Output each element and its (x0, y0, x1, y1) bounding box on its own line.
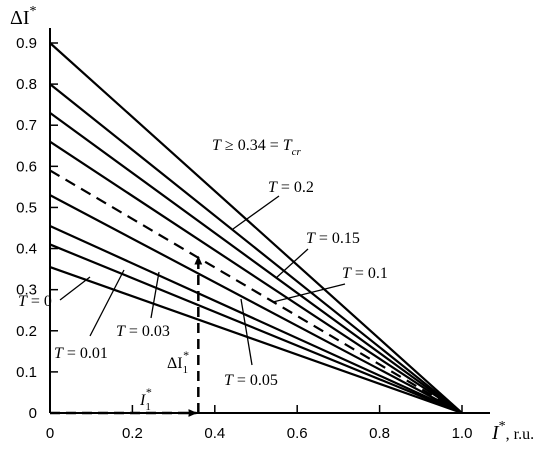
label-leader-line (232, 195, 280, 230)
series-label-var: T (212, 137, 222, 154)
i1-label-sup: * (146, 385, 152, 399)
x-tick-label: 1.0 (452, 425, 473, 442)
series-label: T = 0.2 (268, 179, 314, 196)
label-leader-line (275, 248, 309, 279)
series-label-var: T (268, 179, 278, 196)
label-leader-line (89, 269, 125, 337)
y-axis-label-sup: * (30, 4, 37, 19)
label-leader-line (272, 283, 346, 303)
series-label-text: = 0.01 (63, 345, 108, 362)
series-line (49, 83, 463, 414)
series-label-var: T (306, 230, 316, 247)
x-axis-label-unit: , r.u. (506, 426, 534, 443)
y-tick-label: 0.1 (16, 364, 37, 381)
series-label-var: T (116, 323, 126, 340)
y-tick-label: 0.8 (16, 76, 37, 93)
series-label-var2: T (283, 137, 293, 154)
series-label-text: = 0.1 (351, 265, 388, 282)
y-tick-label: 0.9 (16, 35, 37, 52)
series-label: T = 0.01 (54, 345, 108, 362)
series-label: T = 0.15 (306, 230, 360, 247)
y-tick-label: 0.4 (16, 241, 37, 258)
series-label-var: T (18, 293, 28, 310)
series-label-var: T (54, 345, 64, 362)
series-label-var: T (342, 265, 352, 282)
operating-point: I1*ΔI1* (50, 255, 203, 417)
x-tick-label: 0.4 (204, 425, 225, 442)
i1-label-main: I (139, 392, 146, 409)
series-label: T = 0.03 (116, 323, 170, 340)
series-label: T = 0.05 (224, 372, 278, 389)
series-label-text: = 0.05 (233, 372, 278, 389)
series-line (49, 169, 463, 414)
series-line (49, 224, 463, 415)
series-line (49, 42, 463, 414)
series-label-sub: cr (292, 146, 302, 158)
series-label-text: = 0 (27, 293, 52, 310)
delta-i1-label-sub: 1 (183, 364, 189, 376)
x-axis-label-sup: * (499, 419, 506, 434)
x-axis-label-main: I (491, 422, 500, 444)
i1-label-sub: 1 (145, 401, 151, 413)
series-label: T ≥ 0.34 = Tcr (212, 137, 302, 158)
series-label-text: = 0.2 (277, 179, 314, 196)
x-tick-label: 0.6 (287, 425, 308, 442)
y-tick-label: 0.3 (16, 282, 37, 299)
series-label-text: ≥ 0.34 = (221, 137, 283, 154)
y-axis-label: ΔI* (10, 4, 37, 29)
series-line (49, 140, 463, 414)
series-label-text: = 0.03 (125, 323, 170, 340)
axes: 0 0.2 0.4 0.6 0.8 1.0 0 0.1 0.2 0.3 0.4 0.5 0.6 0.7 0.… (10, 4, 534, 444)
series-line (49, 243, 463, 415)
series-lines (49, 42, 463, 415)
y-tick-label: 0.5 (16, 199, 37, 216)
label-leader-line (240, 298, 253, 366)
delta-i1-label-main: ΔI (167, 355, 183, 372)
label-leader-line (59, 276, 91, 301)
series-line (49, 266, 463, 415)
y-tick-label: 0 (29, 405, 37, 422)
series-label-var: T (224, 372, 234, 389)
y-tick-label: 0.6 (16, 158, 37, 175)
y-tick-label: 0.7 (16, 117, 37, 134)
series-line (49, 194, 463, 414)
y-tick-label: 0.2 (16, 323, 37, 340)
delta-i1-label-sup: * (183, 348, 189, 362)
label-leader-line (150, 271, 160, 319)
label-leaders (59, 195, 346, 366)
series-label: T = 0 (18, 293, 52, 310)
series-line (49, 111, 463, 414)
delta-i1-label: ΔI1 * (167, 348, 189, 376)
series-label: T = 0.1 (342, 265, 388, 282)
i1-label: I1 * (139, 385, 152, 413)
x-tick-label: 0 (46, 425, 54, 442)
x-tick-label: 0.2 (122, 425, 143, 442)
x-axis-label: I*, r.u. (491, 419, 534, 444)
y-axis-label-main: ΔI (10, 7, 30, 29)
series-label-text: = 0.15 (315, 230, 360, 247)
x-tick-label: 0.8 (369, 425, 390, 442)
